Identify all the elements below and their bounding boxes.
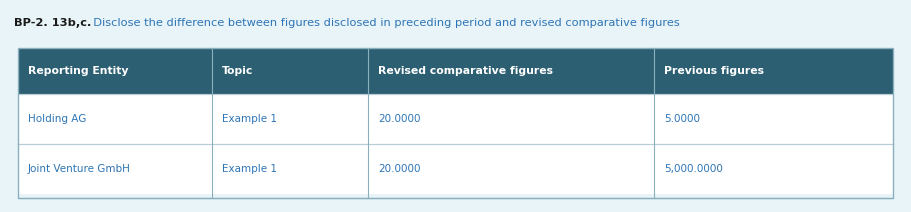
Text: Reporting Entity: Reporting Entity: [28, 66, 128, 76]
Text: Holding AG: Holding AG: [28, 114, 87, 124]
Text: 20.0000: 20.0000: [378, 164, 421, 174]
Bar: [18, 48, 893, 198]
Text: 5.0000: 5.0000: [664, 114, 701, 124]
Bar: [18, 144, 893, 194]
Text: Previous figures: Previous figures: [664, 66, 764, 76]
Text: Topic: Topic: [222, 66, 253, 76]
Bar: [18, 94, 893, 144]
Text: Disclose the difference between figures disclosed in preceding period and revise: Disclose the difference between figures …: [86, 18, 680, 28]
Bar: [18, 48, 893, 94]
Text: BP-2. 13b,c.: BP-2. 13b,c.: [14, 18, 91, 28]
Text: 5,000.0000: 5,000.0000: [664, 164, 723, 174]
Text: 20.0000: 20.0000: [378, 114, 421, 124]
Text: Revised comparative figures: Revised comparative figures: [378, 66, 553, 76]
Text: Example 1: Example 1: [222, 164, 277, 174]
Text: Joint Venture GmbH: Joint Venture GmbH: [28, 164, 131, 174]
Text: Example 1: Example 1: [222, 114, 277, 124]
